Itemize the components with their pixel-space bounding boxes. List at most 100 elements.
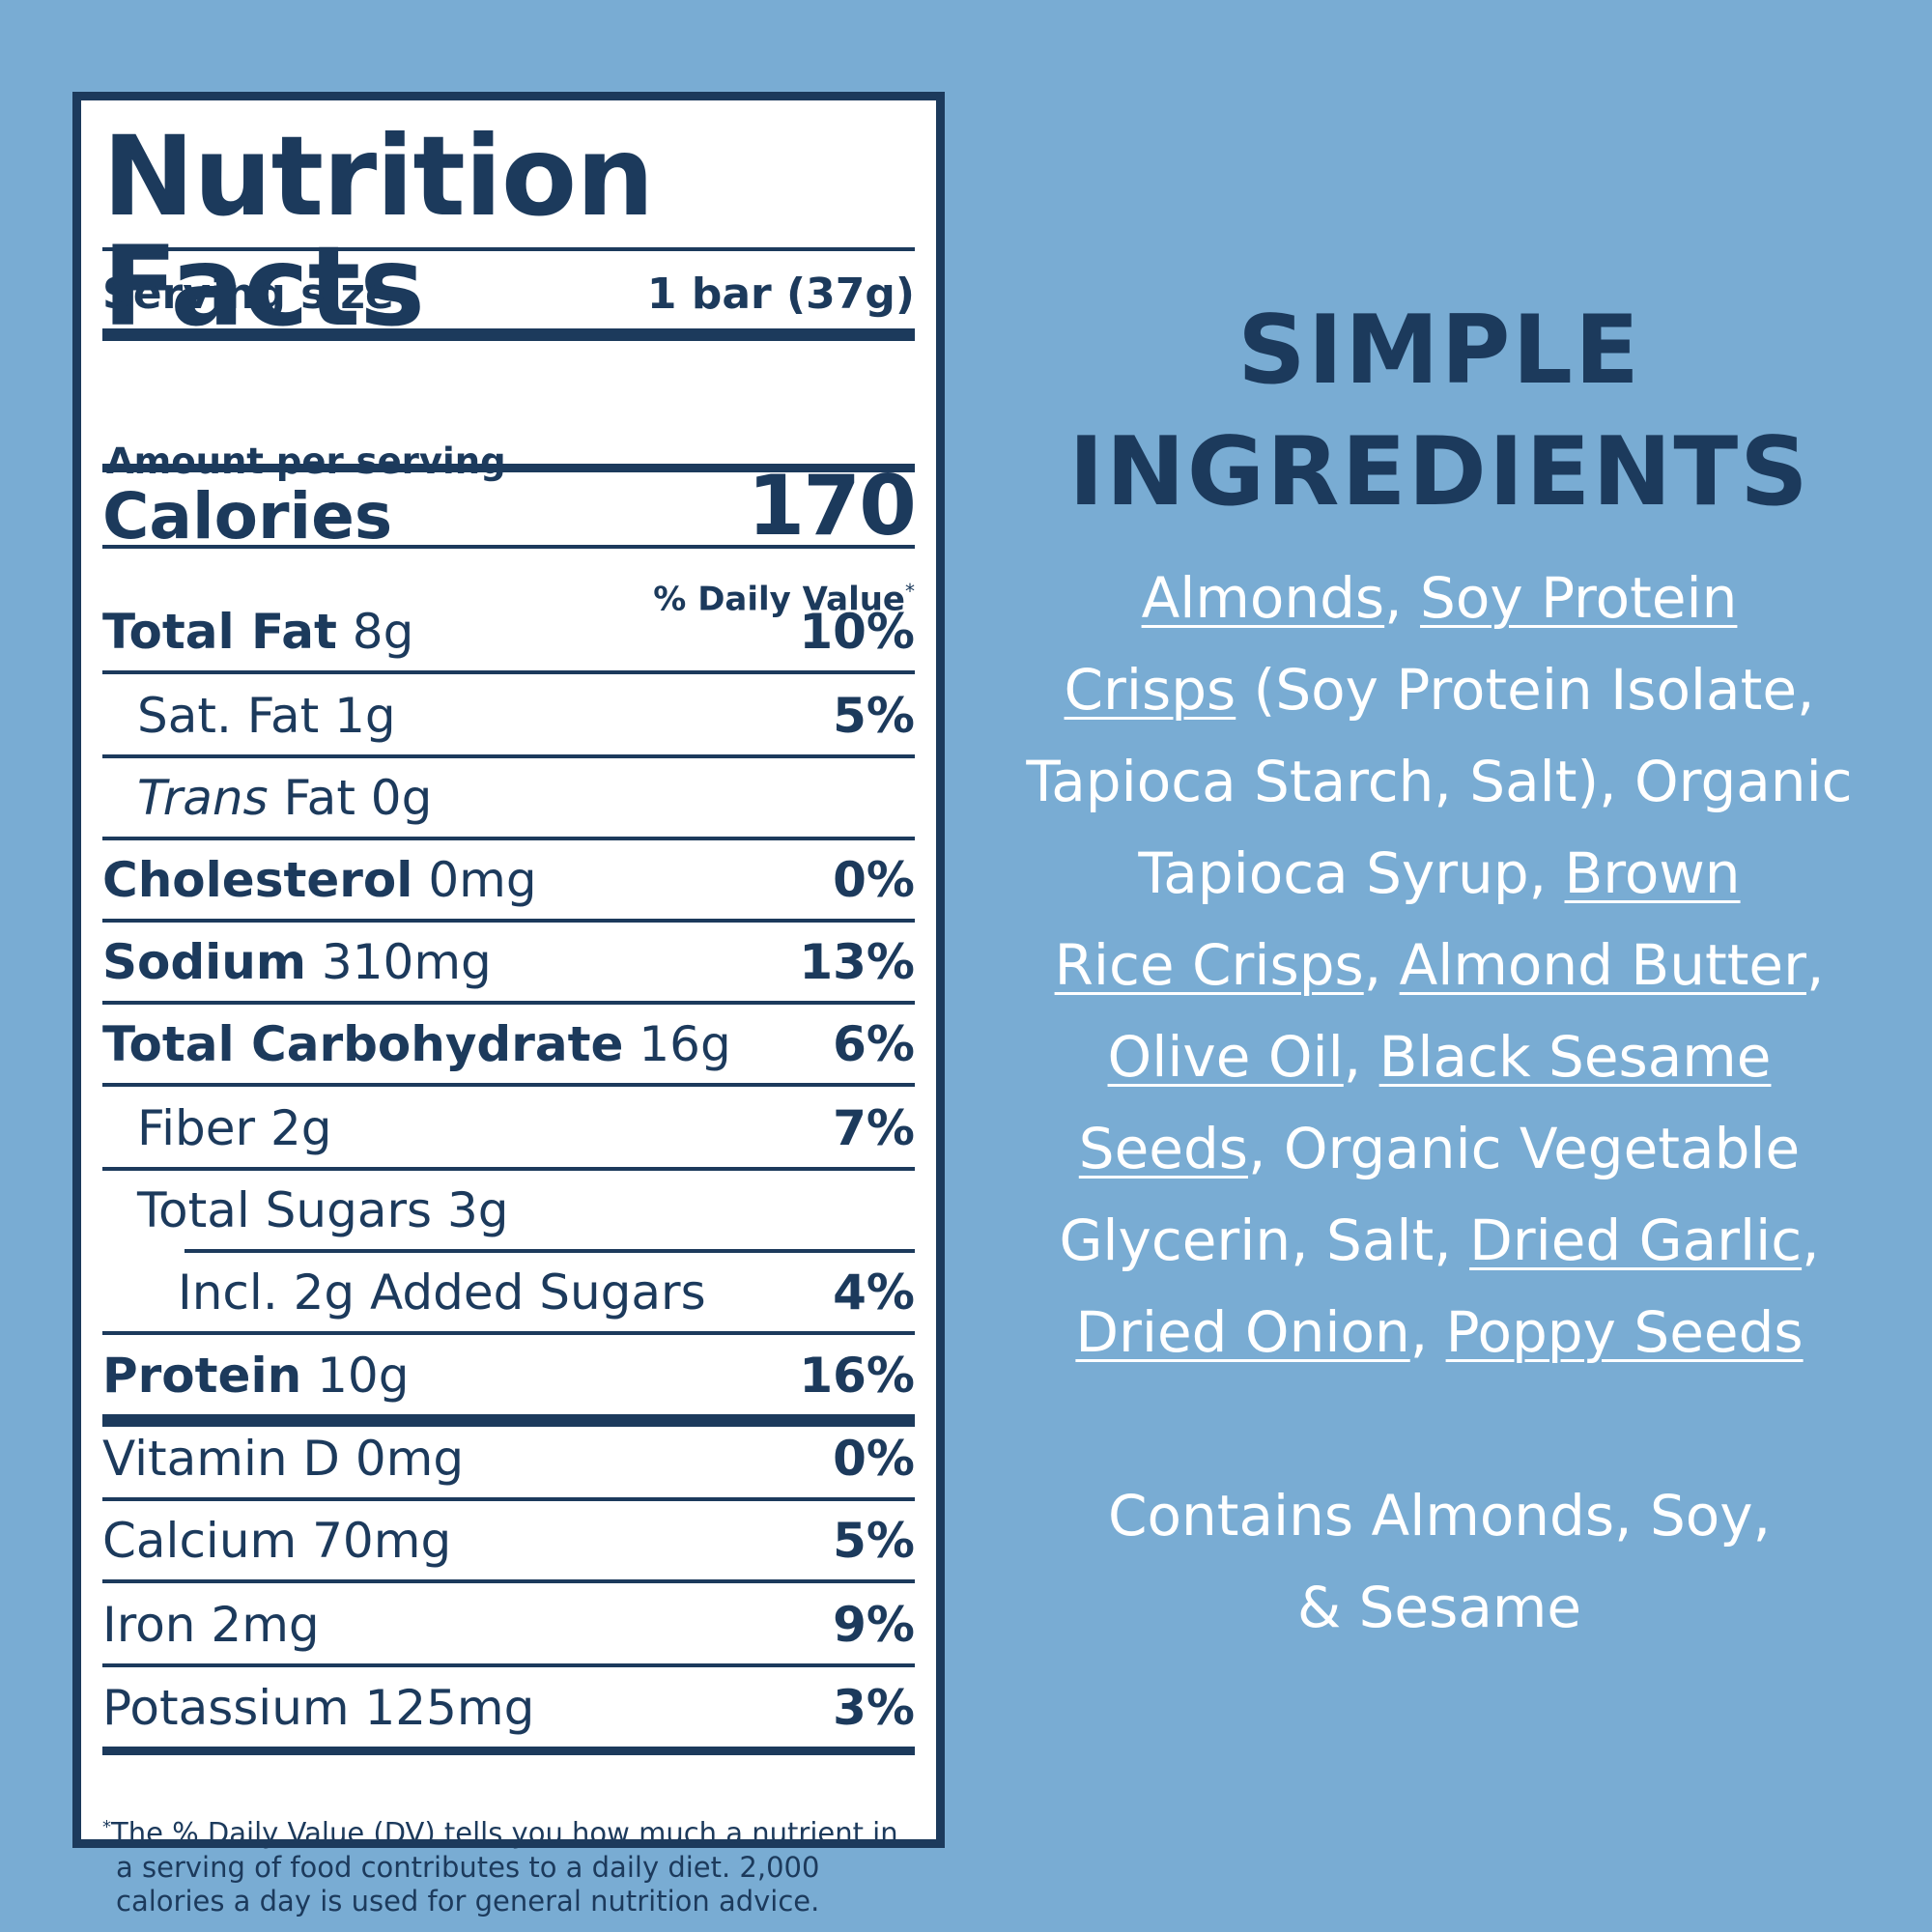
nutrient-row: Protein 10g 16% (102, 1337, 915, 1414)
nutrient-name-italic: Trans (137, 770, 269, 826)
serving-size-value: 1 bar (37g) (646, 269, 915, 319)
nutrient-amount: 10g (301, 1348, 410, 1404)
nutrient-row: Fiber 2g 7% (102, 1090, 915, 1167)
footnote-line: The % Daily Value (DV) tells you how muc… (111, 1816, 898, 1850)
nutrient-daily-value: 10% (799, 604, 915, 660)
nutrient-daily-value: 3% (833, 1680, 915, 1736)
divider (102, 1579, 915, 1583)
ingredient-link[interactable]: Dried Onion (1075, 1299, 1410, 1365)
ingredient-link[interactable]: Almonds (1141, 565, 1385, 631)
nutrient-label: Protein 10g (102, 1348, 409, 1404)
nutrient-row: Total Carbohydrate 16g 6% (102, 1006, 915, 1083)
ingredient-text: , (1384, 565, 1421, 631)
divider (102, 1497, 915, 1501)
ingredient-link[interactable]: Olive Oil (1107, 1024, 1344, 1090)
ingredient-link[interactable]: Almond Butter (1399, 932, 1806, 998)
ingredient-link[interactable]: Seeds (1078, 1116, 1249, 1181)
divider (185, 1249, 915, 1253)
daily-value-header: % Daily Value* (653, 580, 915, 619)
ingredient-line: Almonds, Soy Protein (976, 553, 1903, 644)
allergen-statement: Contains Almonds, Soy, & Sesame (976, 1470, 1903, 1654)
divider (102, 1747, 915, 1755)
divider (102, 837, 915, 840)
nutrient-amount: Incl. 2g Added Sugars (178, 1264, 706, 1321)
serving-size-label: Serving size (102, 269, 394, 319)
ingredient-link[interactable]: Poppy Seeds (1445, 1299, 1804, 1365)
nutrient-label: Trans Fat 0g (102, 770, 432, 826)
nutrient-name: Total Fat (102, 604, 337, 660)
ingredients-title-line: SIMPLE (1237, 296, 1641, 406)
nutrient-amount: Potassium 125mg (102, 1680, 535, 1736)
nutrient-daily-value: 0% (833, 1431, 915, 1487)
ingredients-title: SIMPLE INGREDIENTS (1005, 290, 1874, 533)
ingredient-link[interactable]: Crisps (1064, 657, 1236, 723)
ingredient-text: , Organic Vegetable (1248, 1116, 1801, 1181)
nutrient-amount: Sat. Fat 1g (137, 688, 396, 744)
nutrient-label: Potassium 125mg (102, 1680, 534, 1736)
nutrient-amount: 8g (336, 604, 414, 660)
nutrient-row: Incl. 2g Added Sugars 4% (102, 1254, 915, 1331)
ingredient-text: , (1343, 1024, 1379, 1090)
divider (102, 1331, 915, 1335)
ingredients-list: Almonds, Soy Protein Crisps (Soy Protein … (976, 553, 1903, 1378)
nutrient-row: Calcium 70mg 5% (102, 1502, 915, 1579)
divider (102, 1414, 915, 1427)
ingredient-link[interactable]: Brown (1564, 840, 1741, 906)
calories-label: Calories (102, 479, 393, 554)
nutrient-label: Sat. Fat 1g (102, 688, 396, 744)
ingredient-line: Glycerin, Salt, Dried Garlic, (976, 1195, 1903, 1287)
divider (102, 919, 915, 923)
allergen-line: & Sesame (1296, 1575, 1582, 1640)
nutrient-label: Sodium 310mg (102, 934, 492, 990)
divider-thick (102, 328, 915, 341)
ingredient-link[interactable]: Black Sesame (1378, 1024, 1772, 1090)
nutrient-row: Total Fat 8g 10% (102, 593, 915, 670)
ingredient-text: , (1802, 1208, 1820, 1273)
ingredient-line: Dried Onion, Poppy Seeds (976, 1287, 1903, 1378)
nutrient-label: Total Carbohydrate 16g (102, 1016, 731, 1072)
daily-value-footnote: *The % Daily Value (DV) tells you how mu… (102, 1810, 915, 1918)
divider-med (102, 464, 915, 472)
ingredient-text: Tapioca Starch, Salt), Organic (1026, 749, 1853, 814)
nutrient-row: Potassium 125mg 3% (102, 1669, 915, 1747)
nutrient-daily-value: 6% (833, 1016, 915, 1072)
nutrient-label: Fiber 2g (102, 1100, 332, 1156)
ingredient-link[interactable]: Dried Garlic (1469, 1208, 1803, 1273)
ingredient-text: , (1805, 932, 1825, 998)
nutrient-label: Total Sugars 3g (102, 1182, 509, 1238)
nutrient-amount: Iron 2mg (102, 1597, 320, 1653)
nutrient-daily-value: 13% (799, 934, 915, 990)
nutrient-label: Iron 2mg (102, 1597, 320, 1653)
ingredient-line: Tapioca Starch, Salt), Organic (976, 736, 1903, 828)
divider (102, 1083, 915, 1087)
ingredient-text: Glycerin, Salt, (1059, 1208, 1470, 1273)
ingredient-text: Tapioca Syrup, (1138, 840, 1565, 906)
nutrient-row: Iron 2mg 9% (102, 1586, 915, 1663)
nutrient-name: Cholesterol (102, 852, 413, 908)
nutrient-daily-value: 4% (833, 1264, 915, 1321)
nutrient-daily-value: 7% (833, 1100, 915, 1156)
ingredient-text: , (1409, 1299, 1446, 1365)
ingredient-link[interactable]: Rice Crisps (1054, 932, 1364, 998)
nutrient-row: Cholesterol 0mg 0% (102, 841, 915, 919)
ingredient-link[interactable]: Soy Protein (1420, 565, 1738, 631)
divider (102, 545, 915, 549)
divider (102, 754, 915, 758)
ingredient-line: Seeds, Organic Vegetable (976, 1103, 1903, 1195)
nutrient-amount: Total Sugars 3g (137, 1182, 509, 1238)
ingredient-line: Olive Oil, Black Sesame (976, 1011, 1903, 1103)
nutrient-label: Calcium 70mg (102, 1513, 451, 1569)
divider (102, 1167, 915, 1171)
nutrient-daily-value: 5% (833, 1513, 915, 1569)
nutrient-amount: Calcium 70mg (102, 1513, 452, 1569)
calories-value: 170 (747, 458, 917, 554)
nutrient-daily-value: 16% (799, 1348, 915, 1404)
nutrient-amount: Fiber 2g (137, 1100, 332, 1156)
nutrient-name: Sodium (102, 934, 306, 990)
nutrient-row: Sodium 310mg 13% (102, 923, 915, 1001)
allergen-line: Contains Almonds, Soy, (1107, 1483, 1772, 1548)
footnote-line: a serving of food contributes to a daily… (116, 1850, 820, 1884)
serving-size-row: Serving size 1 bar (37g) (102, 255, 915, 332)
nutrient-name: Protein (102, 1348, 302, 1404)
nutrient-daily-value: 5% (833, 688, 915, 744)
